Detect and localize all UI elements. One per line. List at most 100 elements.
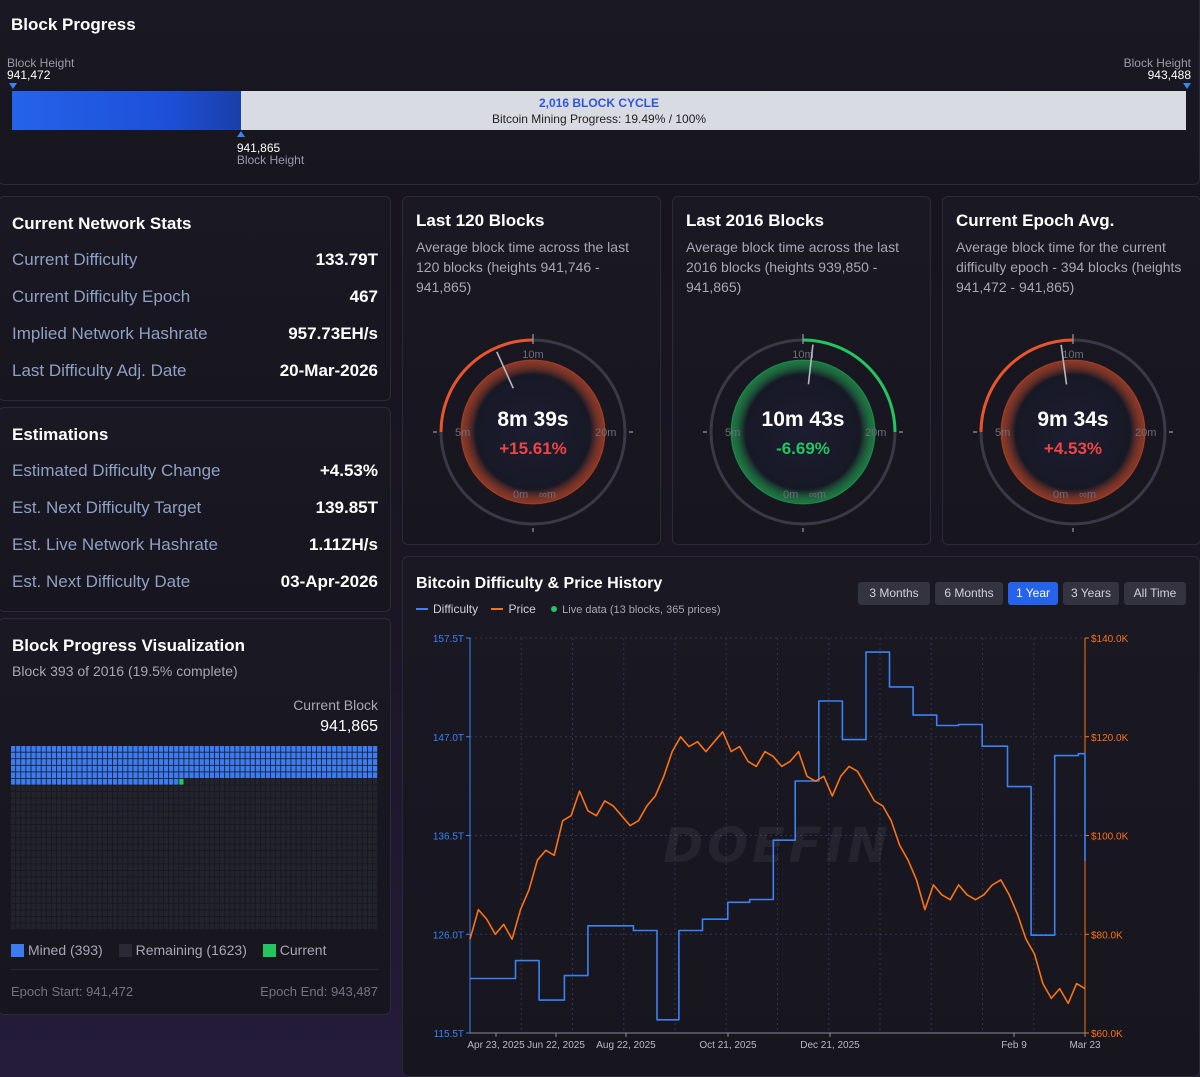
block-cell [41,903,46,910]
block-cell [72,864,77,871]
stat-row-last-adj-date: Last Difficulty Adj. Date 20-Mar-2026 [12,359,378,383]
block-cell [21,818,26,825]
block-cell [306,759,311,765]
block-cell [163,798,169,805]
block-cell [82,910,87,917]
block-cell [56,890,62,897]
block-cell [209,785,215,792]
block-cell [138,792,143,798]
block-cell [92,890,97,897]
block-cell [87,923,92,930]
block-cell [61,916,67,923]
range-3-years-button[interactable]: 3 Years [1063,582,1119,605]
block-cell [112,916,118,923]
block-cell [265,778,271,785]
block-cell [138,824,143,831]
block-cell [174,864,179,871]
block-cell [11,818,16,825]
block-cell [296,884,301,890]
block-cell [265,864,271,871]
block-cell [148,805,153,811]
block-cell [41,772,46,779]
block-cell [265,877,271,884]
block-cell [214,831,220,838]
block-cell [184,805,189,811]
block-cell [372,772,378,779]
block-cell [36,910,41,917]
block-cell [301,785,306,792]
block-cell [118,884,123,890]
block-cell [97,864,102,871]
block-cell [107,916,113,923]
block-cell [21,910,26,917]
block-cell [158,851,164,857]
block-cell [118,765,123,772]
block-cell [61,759,67,765]
block-cell [311,785,317,792]
block-cell [153,772,159,779]
block-cell [306,910,311,917]
estimations-panel: Estimations Estimated Difficulty Change … [0,407,391,612]
block-cell [158,759,164,765]
block-cell [36,752,41,759]
block-cell [347,851,352,857]
block-cell [72,798,77,805]
range-1-year-button[interactable]: 1 Year [1008,582,1058,605]
block-cell [77,772,82,779]
block-cell [128,805,133,811]
block-cell [347,792,352,798]
block-cell [112,805,118,811]
block-cell [204,851,209,857]
block-cell [255,759,260,765]
block-cell [240,903,245,910]
block-cell [260,916,266,923]
range-3-months-button[interactable]: 3 Months [858,582,930,605]
block-cell [56,897,62,903]
block-cell [321,910,327,917]
block-cell [189,772,194,779]
block-cell [148,916,153,923]
block-cell [316,864,322,871]
block-cell [87,752,92,759]
block-cell [77,811,82,818]
block-cell [143,851,148,857]
block-cell [56,824,62,831]
block-cell [21,759,26,765]
block-cell [46,772,51,779]
block-cell [347,916,352,923]
block-cell [179,798,184,805]
block-cell [240,910,245,917]
block-cell [321,903,327,910]
block-cell [179,746,184,752]
gauge-time: 9m 34s [1037,408,1108,431]
block-cell [138,890,143,897]
block-cell [199,752,204,759]
block-cell [153,903,159,910]
block-cell [97,811,102,818]
range-all-time-button[interactable]: All Time [1124,582,1186,605]
block-cell [321,759,327,765]
block-cell [367,746,373,752]
block-cell [372,805,378,811]
block-cell [327,792,332,798]
block-cell [327,884,332,890]
range-6-months-button[interactable]: 6 Months [935,582,1003,605]
block-cell [82,765,87,772]
block-cell [357,765,362,772]
block-cell [291,851,296,857]
block-cell [332,910,337,917]
gauge-label-top: 10m [522,349,543,361]
block-cell [342,818,347,825]
block-cell [321,864,327,871]
block-cell [194,916,199,923]
block-cell [352,903,357,910]
block-cell [250,838,255,844]
block-cell [214,805,220,811]
block-cell [357,792,362,798]
block-cell [184,838,189,844]
block-cell [230,785,235,792]
block-cell [321,746,327,752]
block-cell [194,897,199,903]
block-cell [316,877,322,884]
